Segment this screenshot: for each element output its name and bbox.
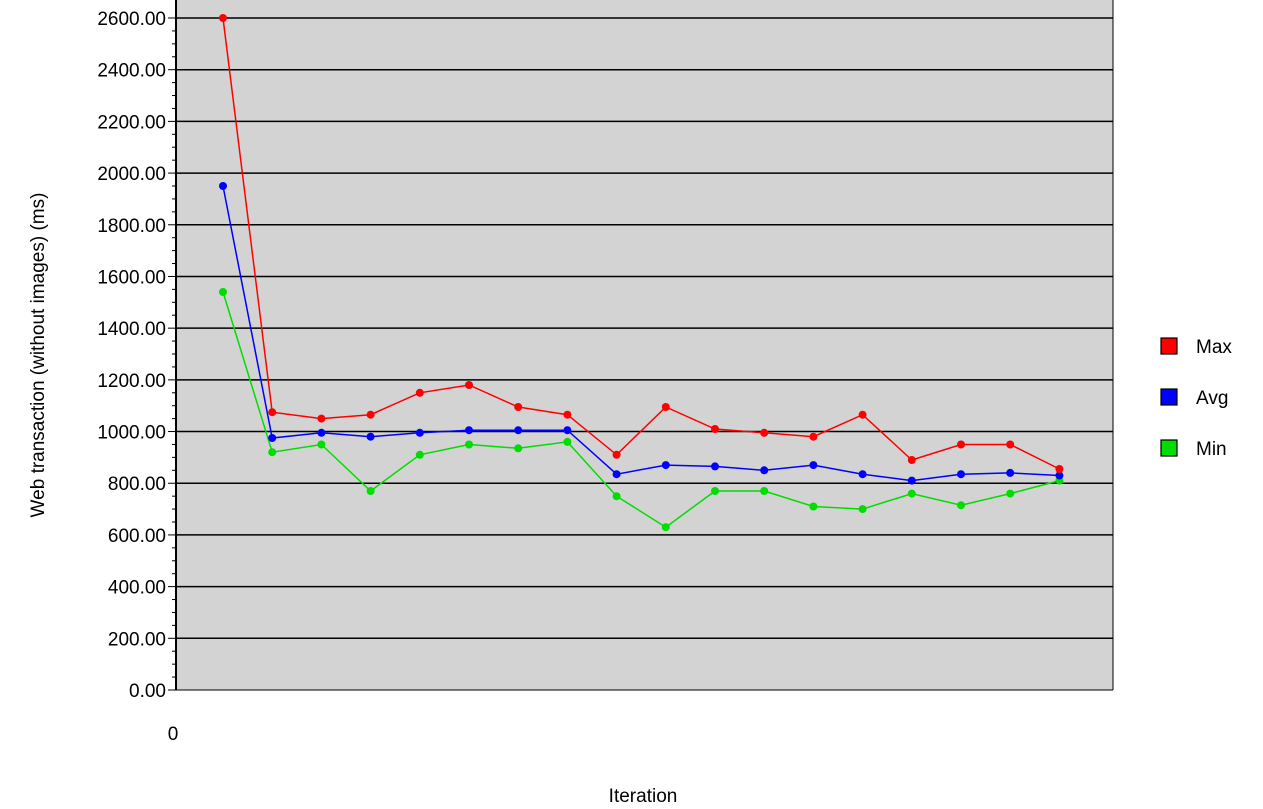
- data-point-max: [613, 451, 621, 459]
- y-tick-label: 2200.00: [97, 112, 166, 133]
- legend-swatch-max: [1161, 338, 1177, 354]
- data-point-max: [367, 411, 375, 419]
- data-point-min: [416, 451, 424, 459]
- data-point-min: [317, 441, 325, 449]
- data-point-min: [465, 441, 473, 449]
- data-point-min: [711, 487, 719, 495]
- data-point-max: [416, 389, 424, 397]
- data-point-min: [1006, 490, 1014, 498]
- y-tick-label: 200.00: [108, 629, 166, 650]
- x-axis-title: Iteration: [609, 786, 678, 807]
- data-point-max: [1006, 441, 1014, 449]
- y-tick-label: 1000.00: [97, 423, 166, 444]
- data-point-min: [908, 490, 916, 498]
- data-point-avg: [367, 433, 375, 441]
- data-point-avg: [219, 182, 227, 190]
- data-point-min: [957, 501, 965, 509]
- y-tick-label: 1200.00: [97, 371, 166, 392]
- data-point-avg: [859, 470, 867, 478]
- y-tick-label: 2600.00: [97, 9, 166, 30]
- data-point-avg: [563, 426, 571, 434]
- data-point-min: [367, 487, 375, 495]
- data-point-max: [809, 433, 817, 441]
- data-point-avg: [760, 466, 768, 474]
- data-point-min: [514, 444, 522, 452]
- data-point-avg: [711, 462, 719, 470]
- data-point-max: [1055, 465, 1063, 473]
- data-point-avg: [613, 470, 621, 478]
- y-ticks: [168, 18, 176, 690]
- data-point-min: [760, 487, 768, 495]
- data-point-max: [711, 425, 719, 433]
- y-tick-labels: 0.00 200.00 400.00 600.00 800.00 1000.00 1200.…: [97, 9, 166, 702]
- data-point-min: [613, 492, 621, 500]
- legend-label-max: Max: [1196, 337, 1232, 358]
- data-point-max: [662, 403, 670, 411]
- data-point-min: [809, 503, 817, 511]
- y-axis-title: Web transaction (without images) (ms): [28, 193, 49, 518]
- data-point-min: [662, 523, 670, 531]
- data-point-avg: [1006, 469, 1014, 477]
- data-point-max: [219, 14, 227, 22]
- data-point-avg: [957, 470, 965, 478]
- legend-swatch-avg: [1161, 389, 1177, 405]
- y-tick-label: 2000.00: [97, 164, 166, 185]
- data-point-min: [268, 448, 276, 456]
- data-point-min: [859, 505, 867, 513]
- legend-swatch-min: [1161, 440, 1177, 456]
- data-point-avg: [268, 434, 276, 442]
- data-point-avg: [809, 461, 817, 469]
- data-point-max: [563, 411, 571, 419]
- data-point-max: [859, 411, 867, 419]
- y-tick-label: 0.00: [129, 681, 166, 702]
- y-tick-label: 1400.00: [97, 319, 166, 340]
- y-tick-label: 1600.00: [97, 267, 166, 288]
- x-tick-label: 0: [168, 724, 179, 745]
- data-point-max: [957, 441, 965, 449]
- data-point-avg: [662, 461, 670, 469]
- data-point-avg: [514, 426, 522, 434]
- y-tick-label: 1800.00: [97, 216, 166, 237]
- data-point-min: [219, 288, 227, 296]
- data-point-avg: [416, 429, 424, 437]
- data-point-max: [760, 429, 768, 437]
- y-tick-label: 600.00: [108, 526, 166, 547]
- data-point-avg: [465, 426, 473, 434]
- legend: Max Avg Min: [1161, 337, 1232, 460]
- legend-label-min: Min: [1196, 439, 1227, 460]
- data-point-avg: [908, 477, 916, 485]
- y-tick-label: 800.00: [108, 474, 166, 495]
- data-point-min: [563, 438, 571, 446]
- legend-label-avg: Avg: [1196, 388, 1228, 409]
- data-point-max: [908, 456, 916, 464]
- data-point-avg: [317, 429, 325, 437]
- data-point-max: [317, 415, 325, 423]
- data-point-max: [465, 381, 473, 389]
- data-point-max: [268, 408, 276, 416]
- y-tick-label: 2400.00: [97, 61, 166, 82]
- data-point-max: [514, 403, 522, 411]
- y-tick-label: 400.00: [108, 578, 166, 599]
